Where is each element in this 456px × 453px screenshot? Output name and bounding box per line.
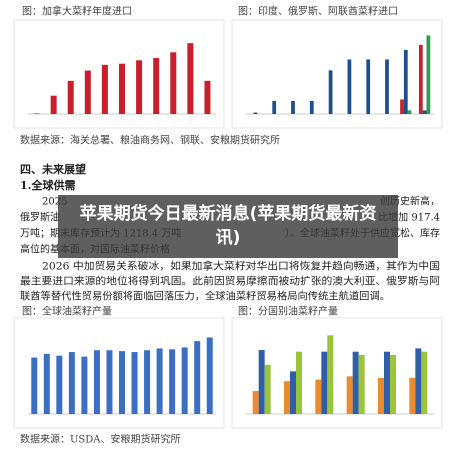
bar: [33, 113, 40, 114]
bar: [421, 351, 428, 414]
figure-title: 图：印度、俄罗斯、阿联酋菜籽进口: [238, 5, 398, 18]
bar: [119, 351, 125, 414]
bar: [206, 337, 213, 414]
bar: [400, 99, 404, 114]
bar: [136, 60, 143, 114]
bar: [315, 379, 322, 414]
bar: [272, 100, 277, 114]
bar: [93, 350, 100, 414]
bar: [56, 355, 63, 414]
bar: [390, 354, 396, 414]
bar: [309, 100, 314, 114]
text: 俄罗斯油: [20, 211, 60, 224]
bar: [290, 371, 296, 414]
bar: [43, 353, 50, 414]
bar: [170, 52, 177, 114]
bar: [68, 352, 75, 414]
bar: [328, 70, 333, 114]
overlay-title: 苹果期货今日最新消息(苹果期货最新资讯): [58, 195, 398, 258]
bar: [253, 112, 258, 114]
bar: [385, 59, 389, 114]
bar: [352, 351, 359, 414]
bar: [101, 64, 108, 114]
bar: [378, 377, 384, 414]
bar: [296, 351, 302, 414]
bar: [106, 350, 113, 414]
bar: [321, 351, 328, 414]
source: 数据来源：海关总署、粮油商务网、钢联、安粮期货研究所: [20, 134, 280, 147]
bar: [144, 350, 151, 414]
bar: [194, 341, 201, 414]
bar: [418, 44, 423, 115]
figure-title: 图：加拿大菜籽年度进口: [22, 5, 132, 18]
source: 数据来源：USDA、安粮期货研究所: [20, 433, 181, 446]
bar: [384, 351, 390, 414]
bar: [347, 59, 352, 114]
text: 2025: [42, 197, 67, 208]
bar: [426, 35, 431, 114]
bar: [156, 348, 163, 414]
bar: [204, 80, 211, 114]
bar: [84, 70, 91, 114]
bar: [181, 347, 188, 414]
bar: [67, 80, 74, 114]
bar: [403, 50, 408, 114]
subsection-heading: 1.全球供需: [20, 178, 75, 192]
bar: [131, 352, 138, 414]
bar: [119, 63, 125, 114]
bar: [422, 110, 427, 114]
figure-title: 图：全球油菜籽产量: [22, 305, 112, 318]
bar: [187, 43, 194, 115]
bar: [284, 381, 290, 414]
bar: [327, 335, 334, 414]
bar: [291, 100, 295, 114]
bar: [409, 377, 416, 414]
bar: [81, 356, 88, 414]
bar: [366, 59, 371, 114]
text: 联酋等替代性贸易份额将面临回落压力，全球油菜籽贸易格局向传统主航道回调。: [20, 290, 390, 303]
section-heading: 四、未来展望: [20, 162, 86, 176]
text: 2026 中加贸易关系破冰，如果加拿大菜籽对华出口将恢复并趋向畅通，其作为中国: [42, 260, 440, 273]
bar: [153, 58, 160, 114]
bar: [264, 364, 271, 414]
bar: [169, 349, 176, 414]
bar: [258, 350, 265, 414]
bar: [31, 357, 38, 414]
bar: [415, 348, 422, 414]
bar: [252, 391, 259, 414]
bar: [50, 95, 57, 114]
bar: [358, 354, 365, 414]
bar: [346, 376, 353, 414]
figure-title: 图：分国别油菜籽产量: [238, 305, 338, 318]
text: 最主要进口来源的地位将得到巩固。此前因贸易摩擦而被动扩张的澳大利亚、俄罗斯与阿: [20, 275, 440, 288]
bar: [407, 110, 412, 114]
